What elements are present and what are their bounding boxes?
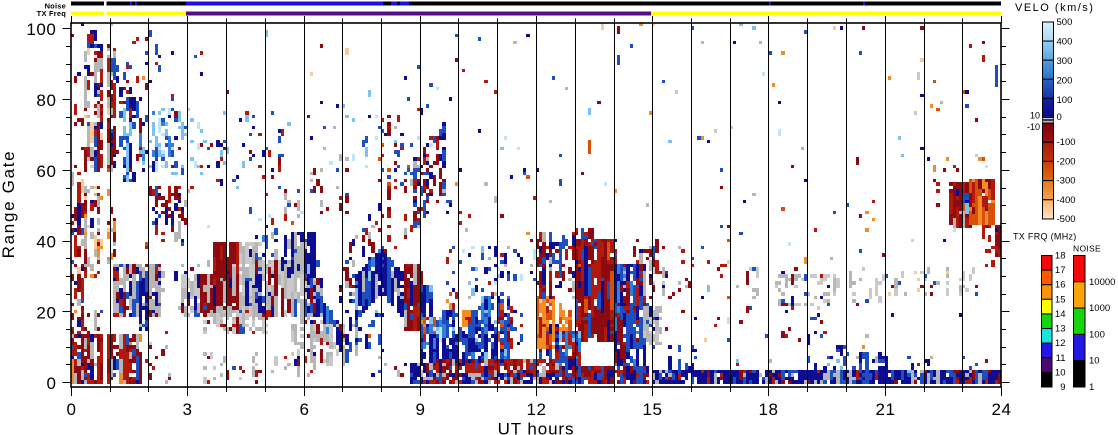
svg-text:3: 3 (182, 400, 192, 419)
svg-text:6: 6 (299, 400, 309, 419)
svg-text:Noise: Noise (45, 2, 66, 11)
svg-text:60: 60 (36, 162, 56, 181)
svg-text:10: 10 (1030, 111, 1040, 121)
svg-text:100: 100 (1089, 329, 1105, 340)
svg-text:13: 13 (1055, 324, 1066, 335)
svg-text:18: 18 (758, 400, 778, 419)
svg-text:12: 12 (1055, 338, 1066, 349)
svg-text:1: 1 (1089, 382, 1094, 393)
svg-text:100: 100 (1057, 95, 1073, 106)
svg-text:200: 200 (1057, 76, 1073, 87)
svg-text:15: 15 (642, 400, 662, 419)
svg-text:-200: -200 (1057, 156, 1076, 167)
svg-text:11: 11 (1056, 353, 1066, 364)
svg-text:17: 17 (1055, 265, 1066, 276)
svg-text:VELO (km/s): VELO (km/s) (1015, 2, 1094, 14)
svg-text:0: 0 (46, 374, 56, 393)
svg-text:10000: 10000 (1089, 277, 1115, 288)
svg-text:-100: -100 (1057, 137, 1076, 148)
svg-text:-10: -10 (1027, 122, 1040, 132)
svg-text:UT hours: UT hours (498, 420, 575, 435)
svg-text:80: 80 (36, 91, 56, 110)
svg-text:9: 9 (1060, 382, 1065, 393)
svg-text:20: 20 (36, 303, 56, 322)
svg-text:TX Freq: TX Freq (37, 9, 67, 18)
svg-text:300: 300 (1057, 56, 1073, 67)
svg-text:21: 21 (875, 400, 895, 419)
svg-text:18: 18 (1055, 251, 1066, 262)
svg-text:500: 500 (1057, 17, 1073, 28)
svg-text:9: 9 (415, 400, 425, 419)
svg-text:10: 10 (1055, 367, 1066, 378)
svg-text:10: 10 (1089, 356, 1100, 367)
svg-text:15: 15 (1055, 294, 1066, 305)
svg-text:24: 24 (991, 400, 1011, 419)
svg-text:100: 100 (26, 20, 56, 39)
svg-text:TX FRQ (MHz): TX FRQ (MHz) (1013, 232, 1077, 242)
svg-text:Range Gate: Range Gate (0, 150, 18, 259)
svg-text:0: 0 (66, 400, 76, 419)
svg-text:400: 400 (1057, 37, 1073, 48)
svg-text:12: 12 (526, 400, 546, 419)
svg-text:40: 40 (36, 233, 56, 252)
svg-text:-400: -400 (1057, 195, 1076, 206)
svg-text:-300: -300 (1057, 176, 1076, 187)
svg-text:14: 14 (1055, 309, 1066, 320)
svg-text:16: 16 (1055, 280, 1066, 291)
svg-text:-500: -500 (1057, 214, 1076, 225)
svg-text:1000: 1000 (1089, 303, 1110, 314)
svg-text:NOISE: NOISE (1073, 244, 1101, 254)
svg-text:0: 0 (1057, 112, 1062, 123)
